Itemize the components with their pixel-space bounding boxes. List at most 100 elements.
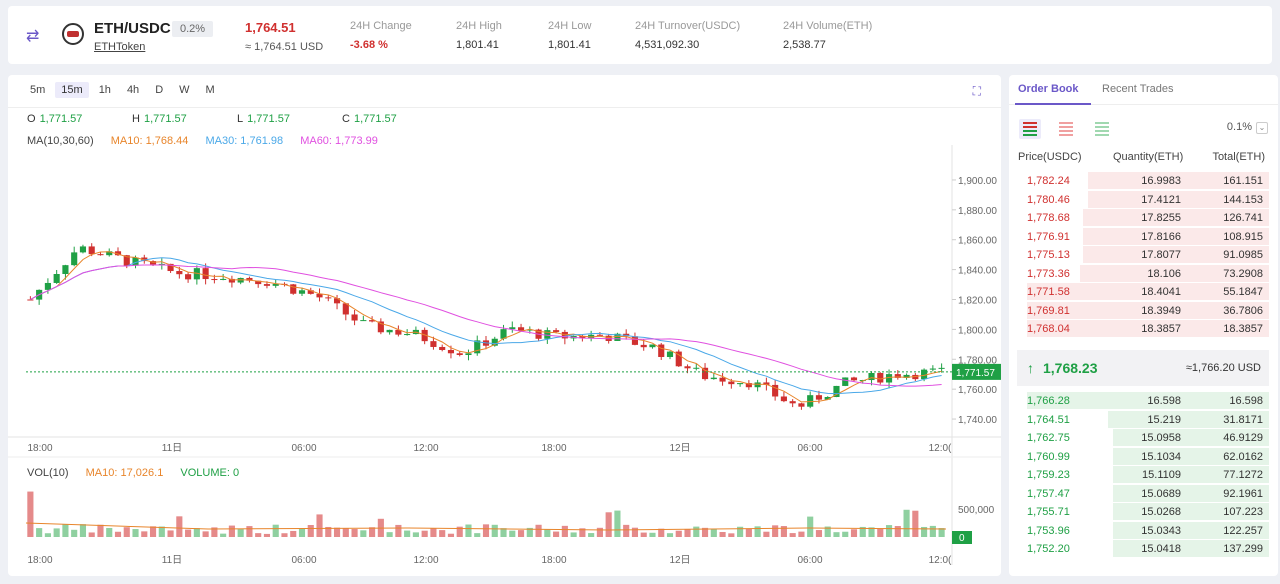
bid-quantity: 15.0343 bbox=[1141, 524, 1181, 537]
bid-row[interactable]: 1,762.75 15.0958 46.9129 bbox=[1017, 429, 1269, 446]
timeframe-bar: 5m 15m 1h 4h D W M bbox=[24, 82, 221, 98]
vol-x-tick-label: 06:00 bbox=[291, 555, 316, 565]
candle-body bbox=[185, 274, 192, 280]
candle-body bbox=[903, 374, 910, 378]
col-price: Price(USDC) bbox=[1018, 151, 1082, 163]
candle-body bbox=[290, 284, 297, 294]
bid-row[interactable]: 1,766.28 16.598 16.598 bbox=[1017, 392, 1269, 409]
stat-label: 24H High bbox=[456, 20, 502, 32]
stat-24h-volume: 24H Volume(ETH) 2,538.77 bbox=[783, 20, 872, 51]
bid-row[interactable]: 1,760.99 15.1034 62.0162 bbox=[1017, 447, 1269, 465]
candle-body bbox=[404, 334, 411, 336]
bid-total: 16.598 bbox=[1229, 395, 1263, 407]
bid-price: 1,760.99 bbox=[1027, 450, 1070, 463]
candle-body bbox=[544, 330, 551, 339]
ask-row[interactable]: 1,773.36 18.106 73.2908 bbox=[1017, 264, 1269, 282]
vol-x-tick-label: 18:00 bbox=[541, 555, 566, 565]
ask-price: 1,775.13 bbox=[1027, 249, 1070, 261]
depth-bar bbox=[1112, 540, 1269, 557]
timeframe-1h[interactable]: 1h bbox=[98, 84, 111, 96]
timeframe-m[interactable]: M bbox=[205, 84, 215, 96]
tab-recent-trades[interactable]: Recent Trades bbox=[1102, 83, 1174, 95]
bid-row[interactable]: 1,759.23 15.1109 77.1272 bbox=[1017, 466, 1269, 483]
volume-bar bbox=[97, 524, 104, 537]
ma10-line bbox=[30, 251, 942, 403]
volume-bar bbox=[149, 526, 157, 537]
candle-body bbox=[474, 340, 481, 354]
ask-quantity: 17.8166 bbox=[1141, 230, 1181, 243]
volume-bar bbox=[141, 531, 148, 537]
bid-total: 46.9129 bbox=[1223, 432, 1263, 444]
precision-select[interactable]: 0.1% ⌄ bbox=[1227, 121, 1268, 134]
bid-price: 1,757.47 bbox=[1027, 487, 1070, 500]
timeframe-5m[interactable]: 5m bbox=[30, 84, 46, 96]
volume-bar bbox=[509, 530, 516, 537]
active-tab-indicator bbox=[1015, 103, 1091, 105]
ask-row[interactable]: 1,778.68 17.8255 126.741 bbox=[1017, 209, 1269, 226]
volume-bar bbox=[526, 527, 533, 537]
candle-body bbox=[220, 278, 227, 280]
volume-bar bbox=[123, 527, 130, 537]
timeframe-w[interactable]: W bbox=[179, 84, 190, 96]
swap-pair-icon[interactable]: ⇄ bbox=[26, 28, 40, 45]
ask-row[interactable]: 1,769.81 18.3949 36.7806 bbox=[1017, 301, 1269, 319]
stat-label: 24H Change bbox=[350, 20, 412, 32]
stat-value: 2,538.77 bbox=[783, 39, 826, 51]
volume-bar bbox=[850, 529, 858, 537]
candle-body bbox=[176, 271, 183, 275]
ask-row[interactable]: 1,775.13 17.8077 91.0985 bbox=[1017, 246, 1269, 263]
bid-price: 1,766.28 bbox=[1027, 395, 1070, 407]
y-tick-label: 1,840.00 bbox=[958, 266, 997, 277]
volume-bar bbox=[500, 528, 507, 537]
ask-row[interactable]: 1,780.46 17.4121 144.153 bbox=[1017, 190, 1269, 208]
close-value: 1,771.57 bbox=[353, 113, 397, 125]
candle-body bbox=[719, 377, 726, 382]
asks-only-view-icon[interactable] bbox=[1055, 119, 1077, 139]
candle-body bbox=[526, 329, 533, 331]
col-total: Total(ETH) bbox=[1212, 151, 1265, 163]
bid-row[interactable]: 1,753.96 15.0343 122.257 bbox=[1017, 521, 1269, 539]
tab-order-book[interactable]: Order Book bbox=[1018, 83, 1079, 95]
bid-row[interactable]: 1,757.47 15.0689 92.1961 bbox=[1017, 484, 1269, 502]
token-name-link[interactable]: ETHToken bbox=[94, 41, 146, 53]
depth-bar bbox=[1112, 466, 1269, 483]
depth-bar bbox=[1082, 209, 1269, 226]
bid-row[interactable]: 1,752.20 15.0418 137.299 bbox=[1017, 540, 1269, 557]
candle-body bbox=[106, 251, 113, 256]
depth-bar bbox=[1027, 392, 1269, 409]
candle-body bbox=[202, 268, 209, 280]
bid-row[interactable]: 1,755.71 15.0268 107.223 bbox=[1017, 503, 1269, 520]
ask-row[interactable]: 1,771.58 18.4041 55.1847 bbox=[1017, 283, 1269, 300]
ohlc-high: H 1,771.57 bbox=[132, 113, 187, 125]
volume-bar bbox=[929, 525, 936, 537]
candle-body bbox=[237, 277, 244, 283]
bid-total: 122.257 bbox=[1223, 524, 1263, 537]
bid-quantity: 15.0689 bbox=[1141, 487, 1181, 500]
bid-total: 77.1272 bbox=[1223, 469, 1263, 481]
ask-row[interactable]: 1,776.91 17.8166 108.915 bbox=[1017, 227, 1269, 245]
timeframe-4h[interactable]: 4h bbox=[126, 84, 140, 96]
last-price-usd: ≈ 1,764.51 USD bbox=[245, 41, 324, 53]
ask-row[interactable]: 1,782.24 16.9983 161.151 bbox=[1017, 172, 1269, 189]
volume-bar bbox=[815, 530, 823, 537]
volume-bar bbox=[666, 533, 674, 537]
bid-quantity: 15.0418 bbox=[1141, 543, 1181, 555]
mid-price-usd: ≈1,766.20 USD bbox=[1185, 362, 1261, 374]
timeframe-15m[interactable]: 15m bbox=[55, 82, 89, 98]
bids-only-view-icon[interactable] bbox=[1091, 119, 1113, 139]
y-tick-label: 1,820.00 bbox=[958, 296, 997, 307]
bid-row[interactable]: 1,764.51 15.219 31.8171 bbox=[1017, 410, 1269, 428]
ma-legend: MA(10,30,60) MA10: 1,768.44 MA30: 1,761.… bbox=[27, 135, 392, 147]
timeframe-d[interactable]: D bbox=[155, 84, 164, 96]
price-chart[interactable]: 1,900.00 1,880.00 1,860.00 1,840.00 1,820.00… bbox=[8, 145, 1001, 565]
ask-row[interactable]: 1,768.04 18.3857 18.3857 bbox=[1017, 320, 1269, 337]
candle-body bbox=[877, 372, 884, 383]
high-value: 1,771.57 bbox=[143, 113, 187, 125]
candle-body bbox=[123, 255, 130, 266]
volume-bar bbox=[544, 529, 551, 537]
both-sides-view-icon[interactable] bbox=[1019, 119, 1041, 139]
volume-bar bbox=[605, 512, 612, 537]
ask-total: 55.1847 bbox=[1223, 286, 1263, 298]
fullscreen-icon[interactable]: ⛶ bbox=[972, 84, 981, 98]
open-value: 1,771.57 bbox=[39, 113, 83, 125]
